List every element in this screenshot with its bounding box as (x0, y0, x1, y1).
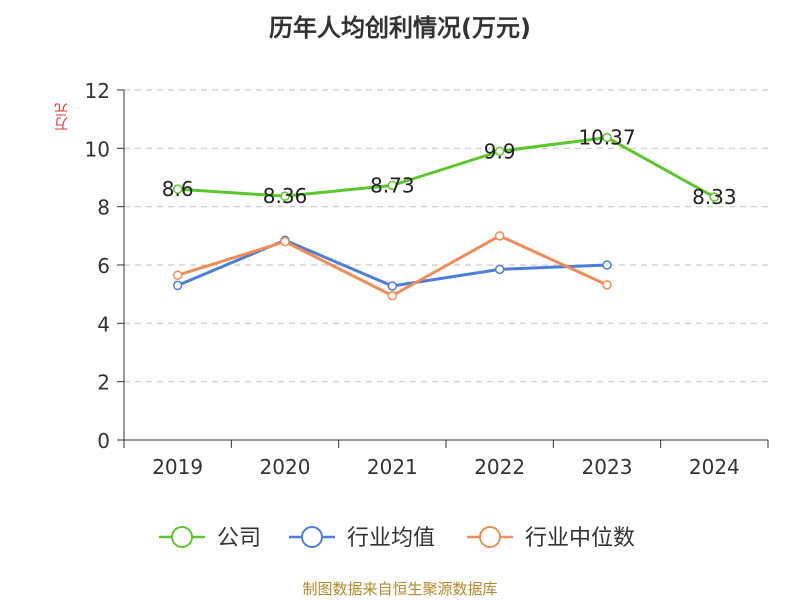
data-point (172, 184, 183, 194)
y-tick-label: 2 (97, 371, 110, 395)
y-tick-label: 6 (97, 254, 110, 278)
x-tick-label: 2019 (152, 455, 203, 479)
y-tick-label: 8 (97, 196, 110, 220)
data-point (280, 191, 290, 201)
y-tick-label: 0 (97, 429, 110, 453)
data-point (387, 290, 398, 301)
series-line (177, 238, 608, 288)
data-point (602, 132, 612, 143)
chart-title: 历年人均创利情况(万元) (269, 14, 531, 42)
data-point (172, 270, 183, 280)
x-tick-label: 2020 (260, 455, 311, 479)
data-label: 8.33 (692, 185, 737, 209)
series-line (177, 136, 716, 199)
data-point (172, 280, 183, 291)
x-tick-label: 2021 (367, 455, 418, 479)
data-point (494, 264, 505, 275)
data-point (387, 180, 398, 191)
data-label: 9.9 (484, 139, 516, 163)
y-tick-label: 4 (97, 312, 110, 336)
legend-label: 行业均值 (347, 526, 435, 551)
data-point (709, 192, 720, 202)
data-point (494, 231, 505, 241)
data-label: 10.37 (578, 126, 635, 150)
legend-marker (301, 526, 323, 548)
x-tick-label: 2023 (582, 455, 633, 479)
data-label: 8.6 (162, 177, 194, 201)
data-point (602, 280, 612, 290)
y-tick-label: 10 (85, 137, 110, 161)
legend-label: 行业中位数 (525, 526, 635, 551)
data-point (280, 236, 290, 247)
x-tick-label: 2022 (474, 455, 525, 479)
legend-marker (479, 526, 501, 548)
data-source-note: 制图数据来自恒生聚源数据库 (302, 580, 498, 598)
data-label: 8.73 (370, 173, 415, 197)
x-tick-label: 2024 (689, 455, 740, 479)
data-point (494, 146, 505, 156)
data-label: 8.36 (263, 184, 308, 208)
legend-label: 公司 (217, 526, 261, 551)
data-point (602, 260, 612, 270)
data-point (387, 281, 398, 291)
y-tick-label: 12 (85, 79, 110, 103)
legend-marker (171, 526, 193, 548)
